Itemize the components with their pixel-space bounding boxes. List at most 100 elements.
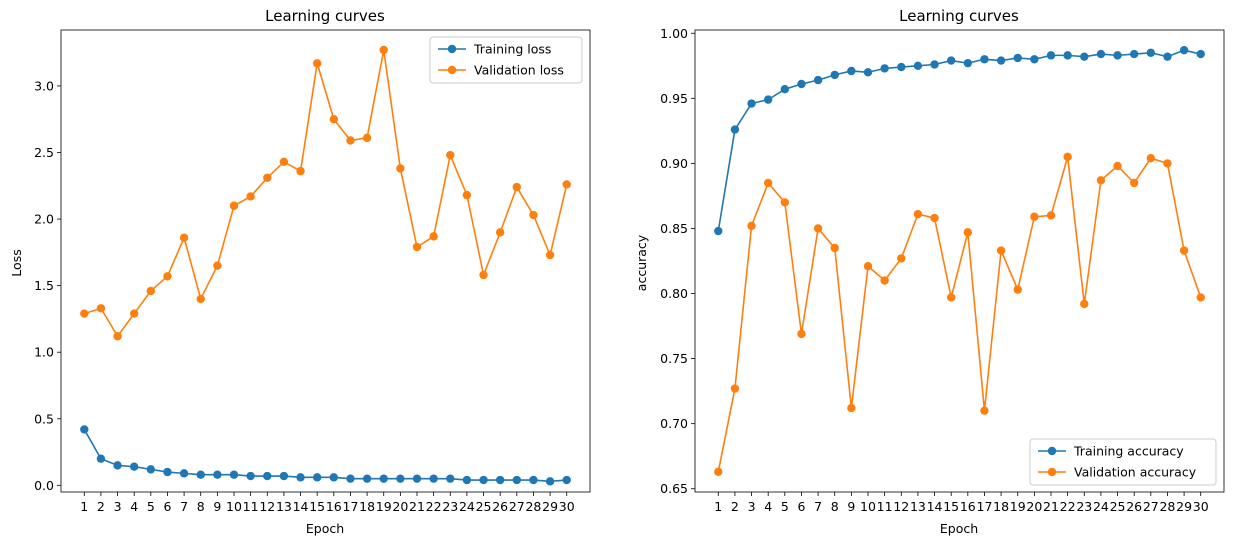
- loss-chart-point: [379, 474, 388, 483]
- accuracy-chart-x-tick-label: 3: [748, 499, 756, 514]
- accuracy-chart-y-tick-label: 0.90: [660, 156, 688, 171]
- loss-chart-x-tick-label: 4: [130, 499, 138, 514]
- loss-chart-x-tick-label: 1: [80, 499, 88, 514]
- accuracy-chart-x-tick-label: 17: [977, 499, 993, 514]
- loss-chart-point: [279, 157, 289, 167]
- loss-chart-title: Learning curves: [265, 7, 385, 25]
- loss-chart-point: [545, 250, 555, 260]
- loss-chart-point: [129, 309, 139, 318]
- loss-chart-legend-box: [429, 36, 583, 84]
- accuracy-chart-series-line-1: [717, 156, 1202, 472]
- loss-chart-point: [412, 242, 422, 252]
- loss-chart-point: [512, 475, 522, 485]
- accuracy-chart-legend-marker: [1047, 446, 1057, 456]
- loss-chart-point: [213, 470, 222, 479]
- loss-chart-point: [229, 201, 239, 210]
- loss-chart-point: [362, 474, 372, 483]
- loss-chart-point: [146, 286, 156, 296]
- loss-chart-point: [279, 471, 289, 481]
- accuracy-chart-series: [714, 45, 1205, 477]
- accuracy-chart-point: [963, 58, 973, 68]
- loss-chart-x-tick-label: 2: [97, 499, 105, 514]
- accuracy-chart-point: [897, 62, 906, 72]
- accuracy-chart-y-tick-label: 0.80: [660, 286, 688, 301]
- loss-chart-point: [113, 461, 122, 470]
- loss-chart-series-line-0: [83, 429, 567, 483]
- accuracy-chart-point: [813, 224, 823, 233]
- loss-chart-y-tick-label: 0.0: [34, 478, 54, 493]
- accuracy-chart-legend: Training accuracy Validation accuracy: [1029, 438, 1217, 486]
- loss-chart-point: [312, 473, 322, 482]
- accuracy-chart-x-tick-label: 30: [1193, 499, 1209, 514]
- accuracy-chart-point: [1096, 176, 1106, 185]
- loss-chart-x-tick-label: 20: [392, 499, 408, 514]
- accuracy-chart-x-tick-label: 13: [910, 499, 926, 514]
- loss-chart-point: [346, 474, 355, 483]
- accuracy-chart-point: [880, 276, 889, 285]
- loss-chart-point: [329, 473, 339, 482]
- accuracy-chart-legend-label: Validation accuracy: [1074, 465, 1197, 480]
- loss-chart-y-tick-label: 1.5: [34, 278, 54, 293]
- accuracy-chart-point: [1013, 53, 1022, 63]
- loss-chart-x-tick-label: 28: [525, 499, 541, 514]
- accuracy-chart-point: [830, 243, 839, 253]
- accuracy-chart-point: [1080, 299, 1089, 309]
- loss-chart-point: [163, 272, 172, 281]
- loss-chart-x-tick-label: 24: [459, 499, 475, 514]
- accuracy-chart-frame: [694, 29, 1225, 493]
- loss-chart-point: [129, 462, 139, 471]
- loss-chart-point: [96, 304, 106, 313]
- loss-chart-x-tick-label: 14: [293, 499, 309, 514]
- accuracy-chart-y-tick-label: 1.00: [660, 26, 688, 41]
- accuracy-chart-point: [1129, 178, 1139, 188]
- accuracy-chart-point: [747, 99, 756, 108]
- accuracy-chart-point: [780, 85, 790, 94]
- loss-chart-point: [196, 470, 205, 479]
- accuracy-chart-point: [1046, 51, 1056, 60]
- accuracy-chart-point: [1096, 49, 1106, 59]
- loss-chart-ylabel: Loss: [9, 249, 24, 276]
- loss-chart-x-tick-label: 9: [213, 499, 221, 514]
- accuracy-chart-x-tick-label: 22: [1060, 499, 1076, 514]
- accuracy-chart-point: [913, 209, 923, 219]
- accuracy-chart-x-tick-label: 18: [993, 499, 1009, 514]
- loss-chart-point: [346, 136, 355, 145]
- loss-chart-x-tick-label: 6: [163, 499, 171, 514]
- loss-chart-point: [163, 467, 172, 477]
- loss-chart-x-tick-label: 18: [359, 499, 375, 514]
- accuracy-chart-x-tick-label: 4: [764, 499, 772, 514]
- accuracy-chart-x-tick-label: 19: [1010, 499, 1026, 514]
- loss-chart-x-tick-label: 12: [259, 499, 275, 514]
- loss-chart-legend-label: Training loss: [473, 42, 551, 57]
- accuracy-chart-point: [763, 95, 773, 104]
- accuracy-chart-point: [714, 467, 723, 477]
- accuracy-chart-point: [1046, 211, 1056, 220]
- accuracy-chart-x-tick-label: 7: [814, 499, 822, 514]
- loss-chart-point: [263, 471, 272, 481]
- loss-chart-x-tick-label: 17: [343, 499, 359, 514]
- loss-chart-y-tick-label: 0.5: [34, 411, 54, 426]
- accuracy-chart-point: [863, 68, 873, 77]
- loss-chart-x-tick-label: 3: [114, 499, 122, 514]
- loss-chart-x-tick-label: 13: [276, 499, 292, 514]
- accuracy-chart-x-tick-label: 14: [927, 499, 943, 514]
- accuracy-chart-x-tick-label: 21: [1043, 499, 1059, 514]
- loss-chart-x-tick-label: 19: [376, 499, 392, 514]
- accuracy-chart-point: [1179, 246, 1189, 255]
- loss-chart-legend: Training loss Validation loss: [429, 36, 583, 84]
- accuracy-chart-x-tick-label: 6: [797, 499, 805, 514]
- accuracy-chart-point: [980, 55, 989, 64]
- accuracy-chart-y-tick-label: 0.75: [660, 351, 688, 366]
- accuracy-chart-point: [797, 79, 806, 89]
- loss-chart-x-tick-label: 21: [409, 499, 425, 514]
- loss-chart-point: [246, 471, 255, 481]
- accuracy-chart-point: [930, 213, 939, 223]
- loss-chart-point: [479, 270, 488, 280]
- accuracy-chart-point: [1163, 52, 1172, 61]
- loss-chart-x-tick-label: 7: [180, 499, 188, 514]
- accuracy-chart-point: [1030, 212, 1039, 221]
- loss-chart-y-ticks: 0.0 0.5 1.0 1.5 2.0 2.5 3.0: [34, 78, 61, 493]
- accuracy-chart-point: [963, 228, 973, 237]
- accuracy-chart-point: [913, 61, 923, 70]
- accuracy-chart-legend-box: [1029, 438, 1217, 486]
